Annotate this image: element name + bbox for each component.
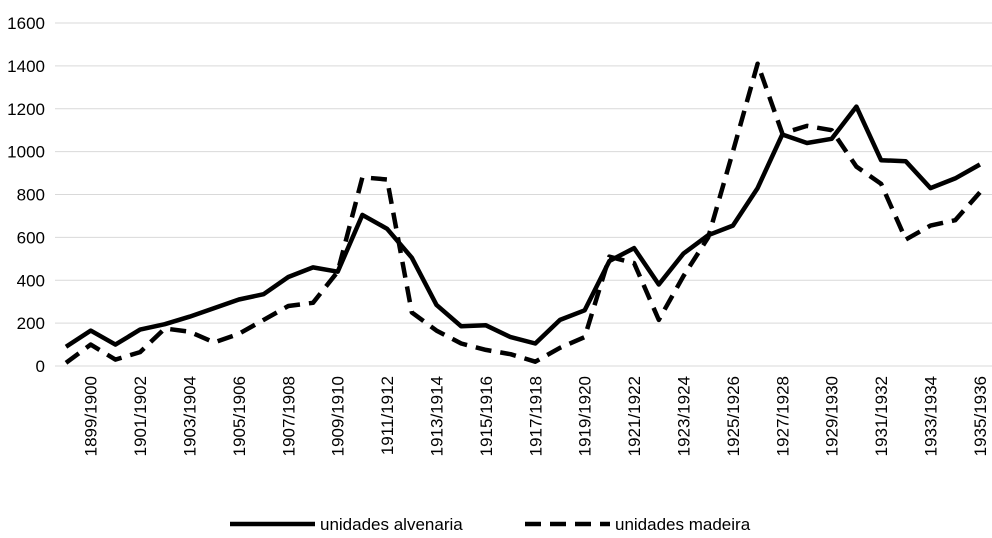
- x-tick-label: 1909/1910: [329, 376, 348, 456]
- y-tick-label: 200: [17, 314, 45, 333]
- x-tick-label: 1901/1902: [131, 376, 150, 456]
- y-tick-label: 0: [36, 357, 45, 376]
- x-tick-label: 1907/1908: [279, 376, 298, 456]
- y-tick-label: 1000: [7, 143, 45, 162]
- x-tick-label: 1903/1904: [181, 376, 200, 456]
- x-tick-label: 1925/1926: [724, 376, 743, 456]
- legend-label: unidades alvenaria: [320, 515, 463, 534]
- y-tick-label: 400: [17, 271, 45, 290]
- x-tick-label: 1915/1916: [477, 376, 496, 456]
- x-tick-label: 1923/1924: [675, 376, 694, 456]
- x-tick-label: 1933/1934: [922, 376, 941, 456]
- x-tick-label: 1905/1906: [230, 376, 249, 456]
- x-tick-label: 1927/1928: [773, 376, 792, 456]
- y-tick-label: 800: [17, 186, 45, 205]
- x-tick-label: 1935/1936: [971, 376, 990, 456]
- x-tick-label: 1919/1920: [576, 376, 595, 456]
- x-tick-label: 1911/1912: [378, 376, 397, 455]
- y-tick-label: 1200: [7, 100, 45, 119]
- x-tick-label: 1899/1900: [82, 376, 101, 456]
- series-line: [64, 61, 982, 365]
- y-tick-label: 600: [17, 228, 45, 247]
- series-line: [64, 104, 982, 349]
- legend-label: unidades madeira: [615, 515, 751, 534]
- x-tick-label: 1921/1922: [625, 376, 644, 456]
- y-tick-label: 1600: [7, 14, 45, 33]
- x-tick-label: 1917/1918: [526, 376, 545, 456]
- y-tick-label: 1400: [7, 57, 45, 76]
- x-tick-label: 1931/1932: [872, 376, 891, 456]
- x-tick-label: 1913/1914: [428, 376, 447, 456]
- x-tick-label: 1929/1930: [823, 376, 842, 456]
